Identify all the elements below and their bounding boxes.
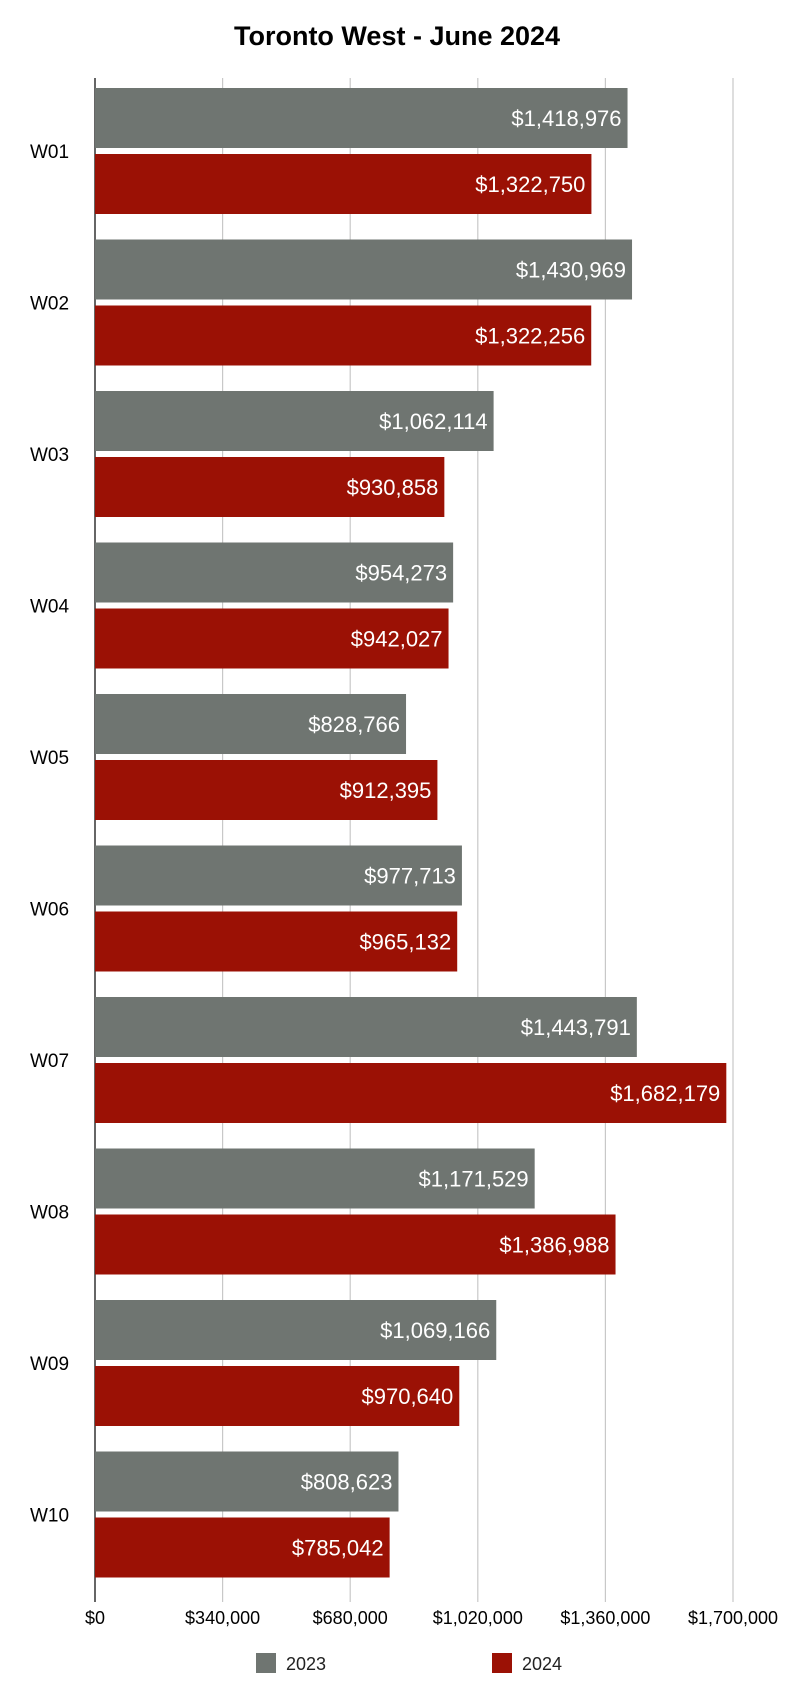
data-label: $785,042	[292, 1536, 384, 1561]
data-label: $1,322,256	[475, 324, 585, 349]
data-label: $1,069,166	[380, 1318, 490, 1343]
data-label: $1,062,114	[379, 409, 487, 434]
category-label: W04	[30, 597, 70, 618]
bar-2023-w02	[95, 239, 633, 300]
category-label: W02	[30, 294, 69, 315]
bar-2023-w01	[95, 88, 628, 148]
data-label: $1,322,750	[475, 172, 585, 197]
data-label: $930,858	[347, 475, 439, 500]
data-label: $1,443,791	[521, 1015, 631, 1040]
category-label: W09	[30, 1354, 69, 1375]
category-label: W08	[30, 1203, 69, 1224]
data-label: $942,027	[351, 627, 443, 652]
bar-2024-w05	[95, 760, 438, 820]
x-tick-label: $340,000	[185, 1608, 260, 1628]
bar-2024-w04	[95, 608, 449, 669]
x-tick-label: $1,700,000	[688, 1608, 778, 1628]
legend: 2023 2024	[256, 1653, 562, 1674]
data-label: $977,713	[364, 864, 456, 889]
data-label: $828,766	[308, 712, 400, 737]
category-label: W06	[30, 900, 69, 921]
data-label: $954,273	[355, 561, 447, 586]
bar-2024-w07	[95, 1063, 727, 1123]
bar-2023-w03	[95, 391, 494, 451]
bar-2024-w10	[95, 1517, 390, 1578]
x-tick-label: $1,020,000	[433, 1608, 523, 1628]
data-label: $1,418,976	[511, 106, 621, 131]
data-label: $912,395	[340, 778, 432, 803]
category-labels: W01 W02 W03 W04 W05 W06 W07 W08 W09 W10	[30, 142, 70, 1527]
x-tick-label: $680,000	[313, 1608, 388, 1628]
category-label: W03	[30, 445, 69, 466]
data-labels: $1,418,976 $1,322,750 $1,430,969 $1,322,256…	[292, 106, 720, 1561]
data-label: $1,430,969	[516, 258, 626, 283]
legend-label-2023: 2023	[286, 1654, 326, 1674]
category-label: W10	[30, 1506, 69, 1527]
bar-2023-w09	[95, 1300, 497, 1360]
bar-2023-w07	[95, 997, 637, 1057]
legend-swatch-2024	[492, 1653, 512, 1673]
bar-2023-w10	[95, 1451, 399, 1512]
data-label: $1,386,988	[499, 1233, 609, 1258]
category-label: W01	[30, 142, 69, 163]
bar-2023-w04	[95, 542, 454, 603]
x-tick-label: $1,360,000	[560, 1608, 650, 1628]
category-label: W07	[30, 1051, 69, 1072]
legend-label-2024: 2024	[522, 1654, 562, 1674]
bar-2023-w06	[95, 845, 462, 906]
category-label: W05	[30, 748, 69, 769]
bars	[95, 88, 727, 1578]
bar-2024-w09	[95, 1366, 460, 1426]
bar-2024-w03	[95, 457, 445, 517]
data-label: $1,682,179	[610, 1081, 720, 1106]
data-label: $970,640	[362, 1384, 454, 1409]
bar-2024-w06	[95, 911, 458, 972]
data-label: $1,171,529	[419, 1167, 529, 1192]
x-tick-label: $0	[85, 1608, 105, 1628]
data-label: $965,132	[359, 930, 451, 955]
x-tick-labels: $0 $340,000 $680,000 $1,020,000 $1,360,000 $1…	[85, 1608, 778, 1628]
bar-2023-w08	[95, 1148, 535, 1209]
chart-title: Toronto West - June 2024	[234, 21, 560, 51]
bar-2024-w02	[95, 305, 592, 366]
bar-2024-w01	[95, 154, 592, 214]
bar-2023-w05	[95, 694, 407, 754]
legend-swatch-2023	[256, 1653, 276, 1673]
data-label: $808,623	[301, 1470, 393, 1495]
bar-2024-w08	[95, 1214, 616, 1275]
